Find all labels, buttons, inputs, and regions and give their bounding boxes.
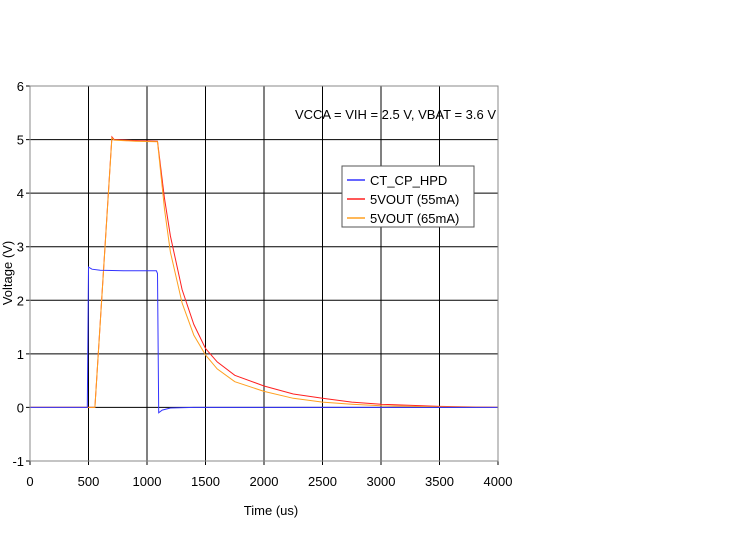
x-axis-label: Time (us) xyxy=(244,503,298,518)
y-tick-label: 5 xyxy=(17,133,24,148)
x-tick-label: 3500 xyxy=(425,474,454,489)
x-tick-label: 1000 xyxy=(133,474,162,489)
y-tick-label: 1 xyxy=(17,347,24,362)
x-tick-label: 1500 xyxy=(191,474,220,489)
plot-frame xyxy=(29,85,499,462)
x-tick-label: 3000 xyxy=(367,474,396,489)
x-tick-label: 500 xyxy=(78,474,100,489)
y-tick-label: -1 xyxy=(12,454,24,469)
x-tick-label: 2000 xyxy=(250,474,279,489)
legend-label: CT_CP_HPD xyxy=(370,173,447,188)
legend: CT_CP_HPD 5VOUT (55mA) 5VOUT (65mA) xyxy=(341,165,475,228)
tick-labels: 0 500 1000 1500 2000 2500 3000 3500 4000-1012345… xyxy=(12,79,512,489)
y-tick-label: 4 xyxy=(17,186,24,201)
x-tick-label: 2500 xyxy=(308,474,337,489)
x-tick-label: 4000 xyxy=(484,474,513,489)
series-lines xyxy=(30,135,499,414)
y-tick-label: 3 xyxy=(17,240,24,255)
y-tick-label: 0 xyxy=(17,400,24,415)
annotation: VCCA = VIH = 2.5 V, VBAT = 3.6 V xyxy=(295,107,496,122)
legend-label: 5VOUT (65mA) xyxy=(370,211,459,226)
series-line-0 xyxy=(30,266,498,414)
x-tick-label: 0 xyxy=(26,474,33,489)
y-axis-label: Voltage (V) xyxy=(0,241,15,305)
y-tick-label: 2 xyxy=(17,293,24,308)
series-line-1 xyxy=(30,135,499,408)
series-line-2 xyxy=(30,136,499,408)
legend-label: 5VOUT (55mA) xyxy=(370,192,459,207)
grid xyxy=(26,85,499,465)
y-tick-label: 6 xyxy=(17,79,24,94)
